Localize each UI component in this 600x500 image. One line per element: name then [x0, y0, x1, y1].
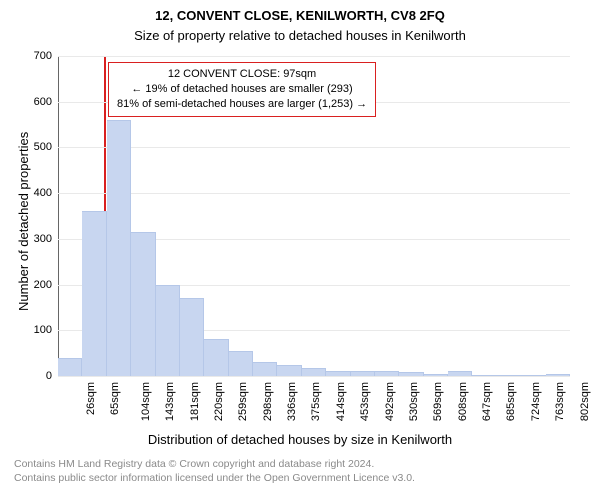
property-info-box: 12 CONVENT CLOSE: 97sqm ← 19% of detache… — [108, 62, 376, 117]
y-tick-label: 400 — [34, 187, 52, 199]
y-tick-label: 700 — [34, 50, 52, 62]
histogram-bar — [448, 371, 472, 376]
x-tick-label: 647sqm — [481, 382, 493, 421]
footer-line1: Contains HM Land Registry data © Crown c… — [14, 458, 374, 470]
histogram-bar — [375, 371, 399, 376]
y-tick-label: 100 — [34, 324, 52, 336]
y-tick-label: 0 — [46, 370, 52, 382]
histogram-bar — [546, 374, 570, 376]
histogram-bar — [472, 375, 496, 376]
y-tick-label: 600 — [34, 96, 52, 108]
grid-line — [58, 56, 570, 57]
histogram-bar — [497, 375, 521, 376]
grid-line — [58, 147, 570, 148]
x-tick-label: 530sqm — [408, 382, 420, 421]
x-tick-label: 375sqm — [311, 382, 323, 421]
info-line3: 81% of semi-detached houses are larger (… — [117, 97, 367, 112]
x-tick-label: 298sqm — [262, 382, 274, 421]
histogram-bar — [302, 368, 326, 376]
histogram-bar — [131, 232, 155, 376]
y-axis-line — [58, 56, 59, 376]
footer-line2: Contains public sector information licen… — [14, 472, 415, 484]
histogram-bar — [156, 285, 180, 376]
x-tick-label: 569sqm — [432, 382, 444, 421]
histogram-bar — [82, 211, 106, 376]
histogram-bar — [204, 339, 228, 376]
histogram-bar — [229, 351, 253, 376]
chart-title-line1: 12, CONVENT CLOSE, KENILWORTH, CV8 2FQ — [0, 8, 600, 23]
x-tick-label: 763sqm — [554, 382, 566, 421]
y-tick-label: 500 — [34, 141, 52, 153]
x-tick-label: 453sqm — [359, 382, 371, 421]
x-tick-label: 802sqm — [579, 382, 591, 421]
histogram-bar — [399, 372, 423, 376]
y-tick-label: 300 — [34, 233, 52, 245]
x-tick-label: 181sqm — [189, 382, 201, 421]
histogram-bar — [521, 375, 545, 376]
x-tick-label: 685sqm — [506, 382, 518, 421]
y-axis-label: Number of detached properties — [16, 132, 31, 311]
histogram-bar — [277, 365, 301, 376]
x-tick-label: 143sqm — [164, 382, 176, 421]
grid-line — [58, 193, 570, 194]
histogram-bar — [180, 298, 204, 376]
info-line1: 12 CONVENT CLOSE: 97sqm — [117, 67, 367, 82]
grid-line — [58, 376, 570, 377]
x-tick-label: 104sqm — [140, 382, 152, 421]
histogram-bar — [424, 374, 448, 376]
x-tick-label: 65sqm — [109, 382, 121, 415]
histogram-bar — [351, 371, 375, 376]
x-tick-label: 220sqm — [213, 382, 225, 421]
x-tick-label: 336sqm — [286, 382, 298, 421]
histogram-bar — [326, 371, 350, 376]
x-tick-label: 259sqm — [237, 382, 249, 421]
x-tick-label: 26sqm — [85, 382, 97, 415]
histogram-bar — [58, 358, 82, 376]
histogram-bar — [107, 120, 131, 376]
x-tick-label: 492sqm — [384, 382, 396, 421]
x-axis-label: Distribution of detached houses by size … — [0, 432, 600, 447]
histogram-bar — [253, 362, 277, 376]
x-tick-label: 608sqm — [457, 382, 469, 421]
x-tick-label: 724sqm — [530, 382, 542, 421]
y-tick-label: 200 — [34, 279, 52, 291]
info-line2: ← 19% of detached houses are smaller (29… — [117, 82, 367, 97]
chart-title-line2: Size of property relative to detached ho… — [0, 28, 600, 43]
x-tick-label: 414sqm — [335, 382, 347, 421]
